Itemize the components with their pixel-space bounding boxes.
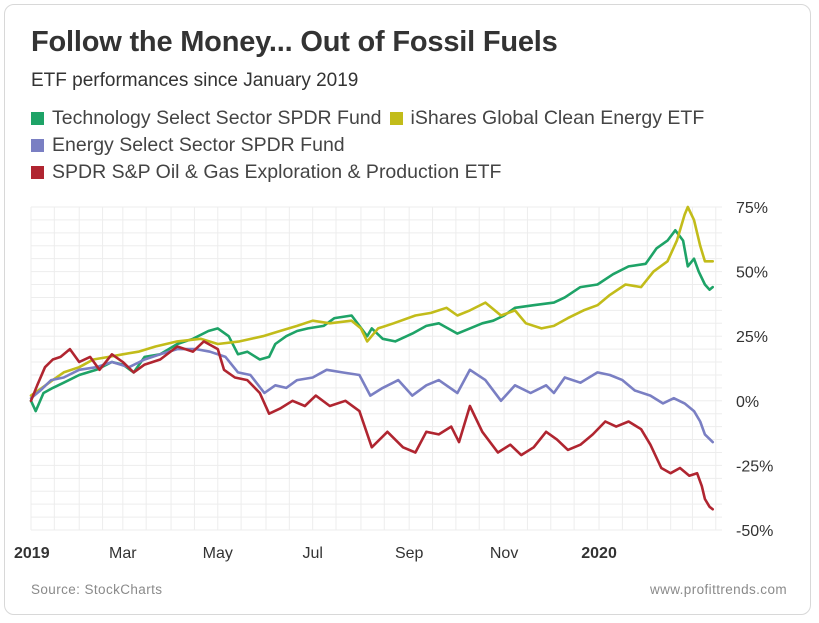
series-line-0 (29, 229, 715, 413)
legend-row-2: Energy Select Sector SPDR Fund (31, 132, 712, 159)
legend-item-clean-energy: iShares Global Clean Energy ETF (389, 107, 705, 130)
y-tick-label: 25% (736, 329, 768, 346)
x-tick-label: 2019 (14, 545, 50, 562)
legend: Technology Select Sector SPDR Fund iShar… (31, 105, 712, 186)
x-tick-label: Mar (109, 545, 137, 562)
legend-label-clean-energy: iShares Global Clean Energy ETF (410, 107, 705, 129)
series-line-2 (29, 347, 715, 444)
legend-row-3: SPDR S&P Oil & Gas Exploration & Product… (31, 159, 712, 186)
legend-swatch-oil-gas (31, 166, 44, 179)
x-tick-label: May (203, 545, 233, 562)
source-note: Source: StockCharts (31, 582, 163, 597)
x-tick-label: Sep (395, 545, 424, 562)
x-tick-label: Jul (302, 545, 322, 562)
legend-swatch-technology (31, 112, 44, 125)
legend-label-oil-gas: SPDR S&P Oil & Gas Exploration & Product… (52, 161, 502, 183)
y-tick-label: 50% (736, 265, 768, 282)
legend-item-energy: Energy Select Sector SPDR Fund (31, 134, 345, 157)
legend-row-1: Technology Select Sector SPDR Fund iShar… (31, 105, 712, 132)
legend-label-technology: Technology Select Sector SPDR Fund (52, 107, 382, 129)
x-tick-label: Nov (490, 545, 518, 562)
chart-title: Follow the Money... Out of Fossil Fuels (31, 26, 558, 58)
website-note: www.profittrends.com (649, 582, 787, 597)
y-tick-label: 75% (736, 200, 768, 217)
legend-item-technology: Technology Select Sector SPDR Fund (31, 107, 382, 130)
series-line-3 (29, 340, 715, 511)
legend-swatch-energy (31, 139, 44, 152)
y-tick-label: -25% (736, 458, 773, 475)
y-tick-label: 0% (736, 394, 759, 411)
grid (30, 206, 722, 531)
legend-item-oil-gas: SPDR S&P Oil & Gas Exploration & Product… (31, 161, 501, 184)
legend-label-energy: Energy Select Sector SPDR Fund (52, 134, 345, 156)
legend-swatch-clean-energy (389, 112, 403, 125)
chart-card (4, 4, 811, 615)
chart-subtitle: ETF performances since January 2019 (31, 70, 359, 91)
y-tick-label: -50% (736, 523, 773, 540)
x-tick-label: 2020 (581, 545, 617, 562)
series-line-1 (29, 205, 715, 397)
